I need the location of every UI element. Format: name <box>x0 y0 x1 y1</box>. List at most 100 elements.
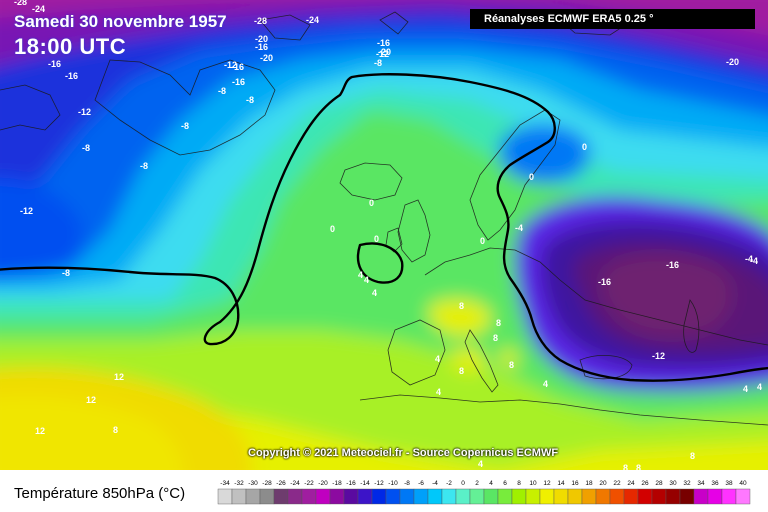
map-label: 8 <box>496 318 501 328</box>
scale-color-cell <box>609 488 625 505</box>
map-label: -8 <box>62 268 70 278</box>
map-label: 0 <box>480 236 485 246</box>
map-label: -8 <box>218 86 226 96</box>
map-label: 8 <box>509 360 514 370</box>
scale-tick-label: -2 <box>446 480 452 487</box>
scale-tick-label: -28 <box>262 480 272 487</box>
scale-tick-label: 26 <box>641 480 649 487</box>
map-label: 8 <box>623 463 628 470</box>
scale-tick-label: 22 <box>613 480 621 487</box>
map-label: 4 <box>478 459 483 469</box>
map-label: 4 <box>743 384 748 394</box>
scale-tick-label: 30 <box>669 480 677 487</box>
scale-color-cell <box>735 488 751 505</box>
scale-color-cell <box>287 488 303 505</box>
scale-color-cell <box>217 488 233 505</box>
map-label: -8 <box>140 161 148 171</box>
scale-tick-label: 0 <box>461 480 465 487</box>
scale-color-cell <box>623 488 639 505</box>
map-label: -16 <box>231 62 244 72</box>
map-label: -24 <box>306 15 319 25</box>
scale-tick-label: 4 <box>489 480 493 487</box>
scale-color-cell <box>427 488 443 505</box>
scale-color-cell <box>539 488 555 505</box>
scale-color-cell <box>231 488 247 505</box>
scale-tick-label: 40 <box>739 480 747 487</box>
scale-color-cell <box>273 488 289 505</box>
time-label: 18:00 UTC <box>14 34 127 59</box>
map-label: 8 <box>636 463 641 470</box>
map-label: 0 <box>330 224 335 234</box>
scale-color-cell <box>651 488 667 505</box>
map-label: 0 <box>582 142 587 152</box>
map-label: 4 <box>543 379 548 389</box>
scale-tick-label: -22 <box>304 480 314 487</box>
scale-color-cell <box>455 488 471 505</box>
map-label: -12 <box>20 206 33 216</box>
map-label: -24 <box>32 4 45 14</box>
scale-color-cell <box>315 488 331 505</box>
scale-tick-label: 32 <box>683 480 691 487</box>
scale-color-cell <box>637 488 653 505</box>
scale-tick-label: 2 <box>475 480 479 487</box>
scale-tick-label: 14 <box>557 480 565 487</box>
map-label: -8 <box>82 143 90 153</box>
scale-tick-label: -26 <box>276 480 286 487</box>
copyright-label: Copyright © 2021 Meteociel.fr - Source C… <box>248 447 559 459</box>
map-label: -28 <box>14 0 27 7</box>
map-label: -12 <box>224 60 237 70</box>
map-label: -8 <box>181 121 189 131</box>
scale-tick-label: -30 <box>248 480 258 487</box>
map-label: 4 <box>358 270 363 280</box>
map-label: 12 <box>86 395 96 405</box>
scale-tick-label: 34 <box>697 480 705 487</box>
scale-tick-label: 16 <box>571 480 579 487</box>
source-label: Réanalyses ECMWF ERA5 0.25 ° <box>470 9 755 29</box>
scale-color-cell <box>693 488 709 505</box>
scale-tick-label: 6 <box>503 480 507 487</box>
scale-color-cell <box>497 488 513 505</box>
map-label: -16 <box>48 59 61 69</box>
scale-color-cell <box>679 488 695 505</box>
scale-tick-label: 20 <box>599 480 607 487</box>
scale-color-cell <box>385 488 401 505</box>
scale-color-cell <box>413 488 429 505</box>
map-label: 8 <box>459 301 464 311</box>
scale-color-cell <box>371 488 387 505</box>
map-label: 4 <box>435 354 440 364</box>
scale-tick-label: 12 <box>543 480 551 487</box>
scale-tick-label: -12 <box>374 480 384 487</box>
map-label: 4 <box>364 275 369 285</box>
scale-color-cell <box>595 488 611 505</box>
map-label: -16 <box>666 260 679 270</box>
legend-title: Température 850hPa (°C) <box>14 485 186 502</box>
scale-tick-label: 36 <box>711 480 719 487</box>
scale-color-cell <box>259 488 275 505</box>
scale-color-cell <box>581 488 597 505</box>
map-label: -8 <box>374 58 382 68</box>
scale-color-cell <box>245 488 261 505</box>
map-label: -20 <box>260 53 273 63</box>
map-label: 8 <box>113 425 118 435</box>
scale-color-cell <box>329 488 345 505</box>
color-scale: -34 -32 -30 -28 -26 -24 -22 -20 -18 -16 -14 -12 -10-… <box>217 480 751 505</box>
scale-tick-label: 28 <box>655 480 663 487</box>
map-label: -16 <box>65 71 78 81</box>
contour-labels: -28 -24 -28 -24 -20 -16 -16 -16 -20 -16 … <box>14 0 762 470</box>
scale-tick-label: -20 <box>318 480 328 487</box>
scale-color-cell <box>707 488 723 505</box>
map-label: -16 <box>377 38 390 48</box>
scale-color-cell <box>357 488 373 505</box>
map-label: 4 <box>372 288 377 298</box>
scale-tick-label: 24 <box>627 480 635 487</box>
date-label: Samedi 30 novembre 1957 <box>14 12 227 31</box>
scale-tick-label: 18 <box>585 480 593 487</box>
map-label: -16 <box>255 42 268 52</box>
map-label: -20 <box>378 47 391 57</box>
temperature-map: -28 -24 -28 -24 -20 -16 -16 -16 -20 -16 … <box>0 0 768 470</box>
scale-tick-label: -8 <box>404 480 410 487</box>
scale-color-cell <box>483 488 499 505</box>
scale-color-cell <box>665 488 681 505</box>
scale-color-cell <box>567 488 583 505</box>
map-label: 4 <box>436 387 441 397</box>
